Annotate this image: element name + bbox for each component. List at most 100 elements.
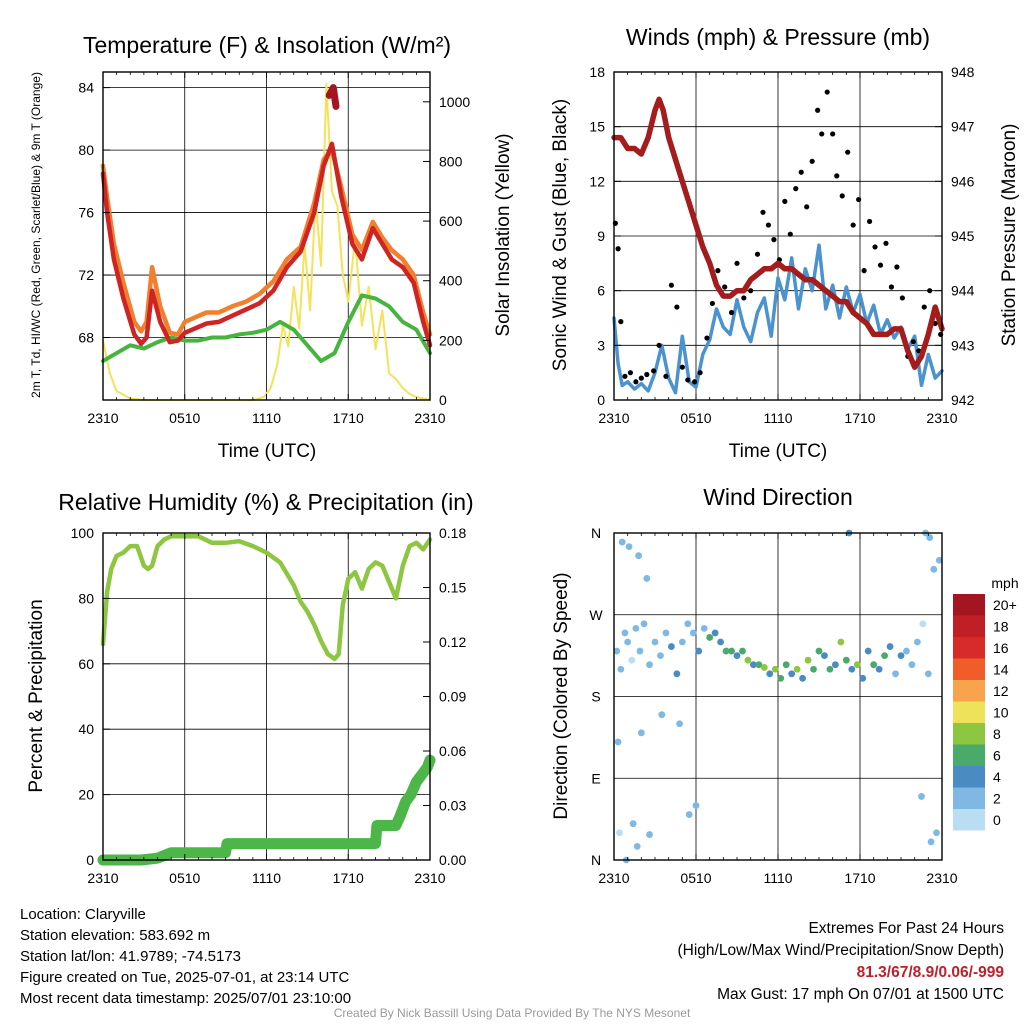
extremes-box: Extremes For Past 24 Hours (High/Low/Max…	[678, 918, 1005, 1006]
direction-point	[804, 656, 812, 664]
direction-point	[676, 720, 683, 728]
gust-point	[741, 295, 747, 301]
y-tick-label: 60	[78, 656, 94, 672]
x-tick-label: 2310	[926, 870, 957, 886]
legend-label: 0	[993, 812, 1001, 828]
legend-swatch	[953, 658, 985, 680]
info-recent: Most recent data timestamp: 2025/07/01 2…	[20, 990, 352, 1007]
gust-point	[824, 89, 830, 95]
gust-point	[856, 196, 862, 203]
x-tick-label: 2310	[87, 410, 118, 426]
direction-point	[914, 638, 921, 646]
gust-point	[663, 373, 669, 379]
direction-point	[750, 661, 757, 669]
y-right-tick-label: 0.09	[439, 689, 466, 705]
x-tick-label: 0510	[169, 410, 200, 426]
y-right-tick-label: 0.03	[439, 798, 466, 814]
direction-point	[881, 652, 888, 660]
temp-line	[100, 141, 433, 348]
y-right-tick-label: 944	[951, 283, 975, 299]
direction-point	[788, 670, 796, 678]
extremes-values: 81.3/67/8.9/0.06/-999	[856, 964, 1004, 981]
x-tick-label: 2310	[87, 870, 118, 886]
direction-point	[624, 638, 632, 646]
direction-point	[617, 665, 625, 673]
y-tick-label: 18	[589, 64, 605, 80]
legend-swatch	[953, 744, 985, 766]
gust-point	[734, 260, 740, 266]
y-right-tick-label: 0.00	[439, 852, 466, 868]
extremes-subtitle: (High/Low/Max Wind/Precipitation/Snow De…	[677, 942, 1005, 959]
temperature-ylabel-left: 2m T, Td, HI/WC (Red, Green, Scarlet/Blu…	[29, 72, 43, 398]
gust-point	[728, 309, 735, 316]
gust-point	[872, 244, 878, 250]
legend-label: 2	[993, 791, 1001, 807]
direction-point	[782, 661, 790, 669]
x-tick-label: 1710	[333, 410, 364, 426]
plot-frame	[102, 71, 431, 401]
direction-point	[886, 643, 894, 650]
pressure-line	[611, 96, 945, 370]
y-right-tick-label: 948	[951, 64, 975, 80]
direction-point	[927, 838, 935, 846]
temp9m-line	[100, 147, 433, 337]
direction-point	[678, 638, 686, 646]
y-right-tick-label: 0.12	[439, 634, 466, 650]
y-tick-label: 0	[86, 852, 94, 868]
direction-point	[695, 647, 703, 655]
legend-label: 12	[993, 683, 1009, 699]
y-right-tick-label: 1000	[439, 94, 470, 110]
plot-frame	[102, 532, 431, 861]
gust-point	[815, 107, 821, 113]
y-right-tick-label: 0.06	[439, 743, 466, 759]
direction-point	[848, 665, 856, 673]
gust-point	[899, 295, 905, 301]
direction-point	[832, 661, 839, 669]
rh-line	[100, 534, 433, 662]
direction-ylabel-left: Direction (Colored By Speed)	[551, 572, 572, 819]
gust-point	[877, 262, 884, 268]
x-tick-label: 1110	[252, 410, 281, 426]
direction-point	[717, 638, 724, 646]
direction-point	[689, 629, 697, 637]
y-right-tick-label: 0	[439, 392, 447, 408]
gust-point	[704, 335, 710, 341]
gust-point	[748, 288, 754, 294]
direction-point	[777, 674, 785, 682]
direction-point	[640, 620, 648, 628]
gust-point	[798, 169, 804, 175]
direction-point	[618, 538, 626, 546]
y-right-tick-label: 0.18	[439, 525, 466, 541]
direction-point	[755, 661, 763, 669]
winds-ylabel-right: Station Pressure (Maroon)	[999, 124, 1020, 347]
gust-point	[709, 300, 716, 307]
y-right-tick-label: 946	[951, 173, 975, 189]
gust-point	[883, 240, 889, 246]
direction-point	[629, 820, 637, 828]
direction-point	[892, 670, 899, 678]
info-location: Location: Claryville	[20, 906, 146, 923]
direction-point	[625, 543, 633, 551]
gust-point	[692, 379, 698, 385]
x-tick-label: 0510	[169, 870, 200, 886]
direction-point	[859, 674, 867, 682]
heatindex-line	[325, 84, 340, 110]
x-tick-label: 1110	[252, 870, 281, 886]
x-tick-label: 1710	[844, 410, 875, 426]
direction-point	[799, 674, 806, 682]
wind-line	[612, 243, 944, 395]
y-tick-label: 100	[71, 525, 95, 541]
legend-label: 14	[993, 662, 1009, 678]
temperature-title: Temperature (F) & Insolation (W/m²)	[83, 32, 451, 58]
direction-point	[614, 738, 622, 746]
direction-point	[684, 620, 692, 628]
direction-title: Wind Direction	[703, 484, 853, 510]
gust-point	[668, 282, 675, 288]
y-tick-label: 9	[597, 228, 605, 244]
x-tick-label: 2310	[598, 410, 629, 426]
direction-point	[875, 665, 883, 673]
gust-point	[819, 131, 825, 137]
direction-point	[924, 670, 932, 678]
